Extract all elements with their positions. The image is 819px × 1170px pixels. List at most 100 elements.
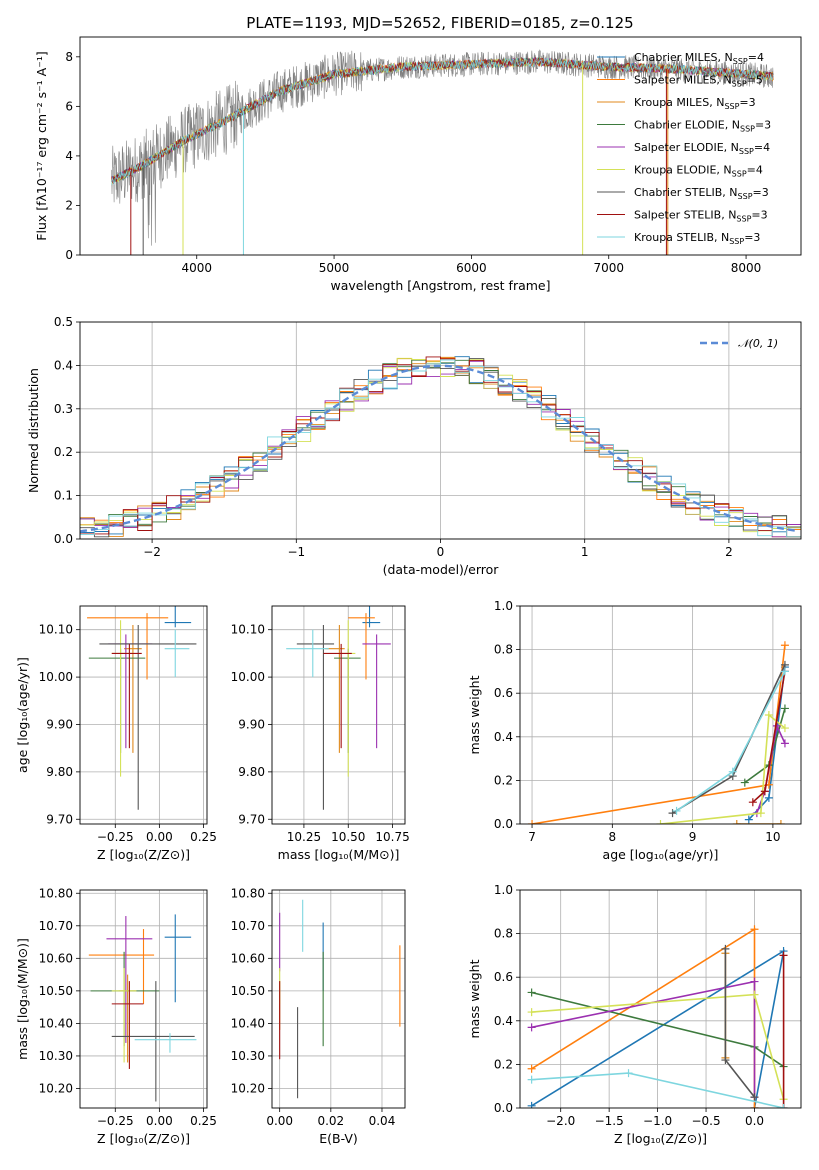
y-tick-label: 10.60 bbox=[231, 951, 265, 965]
plot-area-mass-vs-EBV bbox=[272, 890, 405, 1108]
x-axis-label: E(B-V) bbox=[319, 1131, 358, 1146]
x-tick-label: −2 bbox=[143, 545, 161, 559]
y-tick-label: 10.80 bbox=[39, 886, 73, 900]
x-tick-label: 9 bbox=[689, 830, 697, 844]
weight-point bbox=[721, 1056, 730, 1065]
weight-point bbox=[528, 820, 537, 824]
legend-label: Salpeter STELIB, NSSP=3 bbox=[634, 209, 768, 224]
x-tick-label: 10.50 bbox=[331, 830, 365, 844]
y-tick-label: 6 bbox=[65, 99, 73, 113]
weight-point bbox=[750, 977, 759, 986]
x-tick-label: −2.0 bbox=[546, 1114, 575, 1128]
x-tick-label: 0.25 bbox=[190, 830, 217, 844]
weight-point bbox=[779, 951, 788, 960]
y-tick-label: 0.8 bbox=[494, 927, 513, 941]
weight-point bbox=[527, 1008, 536, 1017]
weight-point bbox=[656, 820, 665, 824]
weight-point bbox=[780, 724, 789, 733]
y-tick-label: 10.00 bbox=[231, 670, 265, 684]
x-tick-label: −0.5 bbox=[691, 1114, 720, 1128]
panel-mass-weight-vs-Z: −2.0 −1.5 −1.0 −0.5 0.0 0.0 0.2 0.4 0.6 0.8 1.0 Z [… bbox=[467, 883, 802, 1146]
y-tick-label: 0.4 bbox=[494, 1014, 513, 1028]
y-tick-label: 9.70 bbox=[238, 812, 265, 826]
weight-point bbox=[756, 809, 765, 818]
legend-label: Kroupa STELIB, NSSP=3 bbox=[634, 231, 760, 246]
x-tick-label: 10.25 bbox=[287, 830, 321, 844]
y-tick-label: 0.6 bbox=[494, 970, 513, 984]
y-tick-label: 9.80 bbox=[238, 765, 265, 779]
y-tick-label: 0.2 bbox=[494, 773, 513, 787]
weight-point bbox=[748, 798, 757, 807]
weight-point bbox=[527, 1023, 536, 1032]
x-tick-label: 10.75 bbox=[375, 830, 409, 844]
y-tick-label: 0.1 bbox=[54, 489, 73, 503]
histogram-series-7 bbox=[80, 356, 801, 538]
weight-point bbox=[527, 1075, 536, 1084]
y-tick-label: 1.0 bbox=[494, 599, 513, 613]
y-axis-label: Flux [fλ10⁻¹⁷ erg cm⁻² s⁻¹ A⁻¹] bbox=[34, 51, 49, 240]
y-tick-label: 0.0 bbox=[494, 817, 513, 831]
weight-point bbox=[668, 809, 677, 818]
legend-label: Chabrier MILES, NSSP=4 bbox=[634, 51, 764, 66]
weight-series-1 bbox=[531, 927, 756, 1108]
legend-label: Salpeter MILES, NSSP=5 bbox=[634, 74, 763, 89]
y-tick-label: 10.80 bbox=[231, 886, 265, 900]
y-axis-label: mass weight bbox=[467, 959, 482, 1038]
weight-point bbox=[624, 1069, 633, 1078]
spectrum-model-7 bbox=[111, 56, 774, 184]
weight-point bbox=[779, 1104, 788, 1108]
x-tick-label: 0.04 bbox=[369, 1114, 396, 1128]
plot-area-mass-vs-Z bbox=[80, 890, 207, 1108]
plot-area-mass-weight-vs-Z bbox=[520, 890, 801, 1108]
plot-area-age-vs-Z bbox=[80, 606, 207, 824]
y-tick-label: 0.4 bbox=[494, 730, 513, 744]
weight-point bbox=[780, 704, 789, 713]
y-tick-label: 0.2 bbox=[494, 1057, 513, 1071]
x-axis-label: Z [log₁₀(Z/Z⊙)] bbox=[614, 1131, 707, 1146]
x-axis-label: age [log₁₀(age/yr)] bbox=[603, 847, 719, 862]
x-tick-label: 6000 bbox=[456, 261, 487, 275]
y-tick-label: 9.90 bbox=[46, 717, 73, 731]
y-tick-label: 9.70 bbox=[46, 812, 73, 826]
x-tick-label: 1 bbox=[581, 545, 589, 559]
y-tick-label: 0.0 bbox=[54, 532, 73, 546]
y-tick-label: 10.40 bbox=[231, 1016, 265, 1030]
axes-frame bbox=[79, 889, 208, 1109]
y-tick-label: 10.50 bbox=[231, 984, 265, 998]
x-tick-label: 5000 bbox=[319, 261, 350, 275]
x-axis-label: Z [log₁₀(Z/Z⊙)] bbox=[97, 847, 190, 862]
weight-point bbox=[527, 1101, 536, 1108]
weight-point bbox=[776, 820, 785, 824]
x-tick-label: 0.00 bbox=[266, 1114, 293, 1128]
x-tick-label: −1.0 bbox=[643, 1114, 672, 1128]
axes-frame bbox=[519, 889, 802, 1109]
plot-area-residual-hist bbox=[80, 322, 801, 539]
x-tick-label: 0.00 bbox=[146, 1114, 173, 1128]
x-tick-label: 4000 bbox=[181, 261, 212, 275]
y-tick-label: 0.3 bbox=[54, 402, 73, 416]
x-axis-label: mass [log₁₀(M/M⊙)] bbox=[278, 847, 400, 862]
axes-frame bbox=[271, 605, 406, 825]
x-axis-label: Z [log₁₀(Z/Z⊙)] bbox=[97, 1131, 190, 1146]
y-axis-label: mass weight bbox=[467, 675, 482, 754]
y-tick-label: 10.10 bbox=[39, 623, 73, 637]
y-tick-label: 0.0 bbox=[494, 1101, 513, 1115]
weight-point bbox=[780, 667, 789, 676]
weight-point bbox=[780, 739, 789, 748]
x-tick-label: −1.5 bbox=[595, 1114, 624, 1128]
y-tick-label: 10.70 bbox=[39, 919, 73, 933]
weight-point bbox=[750, 1093, 759, 1102]
y-axis-label: age [log₁₀(age/yr)] bbox=[15, 657, 30, 773]
panel-spectrum: Chabrier MILES, NSSP=4 Salpeter MILES, NS… bbox=[34, 36, 802, 293]
weight-point bbox=[732, 820, 741, 824]
normal-curve bbox=[80, 364, 799, 533]
panel-mass-weight-vs-age: 7 8 9 10 0.0 0.2 0.4 0.6 0.8 1.0 age [log₁₀(age/yr… bbox=[467, 599, 802, 862]
legend-label: Chabrier ELODIE, NSSP=3 bbox=[634, 119, 771, 134]
y-tick-label: 0.8 bbox=[494, 643, 513, 657]
weight-point bbox=[764, 711, 773, 719]
figure-title: PLATE=1193, MJD=52652, FIBERID=0185, z=0… bbox=[246, 14, 633, 32]
x-tick-label: 8000 bbox=[731, 261, 762, 275]
y-tick-label: 10.20 bbox=[39, 1081, 73, 1095]
weight-point bbox=[740, 778, 749, 787]
